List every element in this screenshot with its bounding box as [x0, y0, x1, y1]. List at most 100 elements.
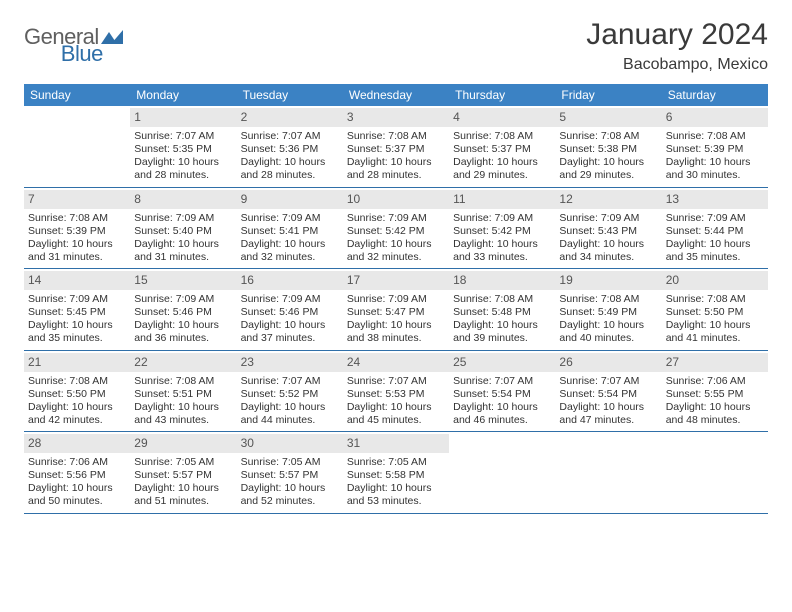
sunrise-text: Sunrise: 7:05 AM [241, 456, 339, 469]
daylight-text-b: and 31 minutes. [134, 251, 232, 264]
daylight-text-a: Daylight: 10 hours [347, 482, 445, 495]
sunset-text: Sunset: 5:44 PM [666, 225, 764, 238]
daylight-text-a: Daylight: 10 hours [559, 401, 657, 414]
daylight-text-b: and 35 minutes. [28, 332, 126, 345]
daylight-text-a: Daylight: 10 hours [453, 238, 551, 251]
sunset-text: Sunset: 5:37 PM [347, 143, 445, 156]
sunrise-text: Sunrise: 7:07 AM [134, 130, 232, 143]
calendar-day: 25 Sunrise: 7:07 AMSunset: 5:54 PMDayligh… [449, 351, 555, 432]
sunset-text: Sunset: 5:55 PM [666, 388, 764, 401]
brand-mark-icon [101, 26, 123, 49]
sunset-text: Sunset: 5:50 PM [666, 306, 764, 319]
daylight-text-b: and 39 minutes. [453, 332, 551, 345]
sunrise-text: Sunrise: 7:08 AM [28, 212, 126, 225]
calendar-day: 12Sunrise: 7:09 AMSunset: 5:43 PMDayligh… [555, 188, 661, 269]
sunset-text: Sunset: 5:35 PM [134, 143, 232, 156]
calendar-day-empty: . [449, 432, 555, 513]
sunrise-text: Sunrise: 7:09 AM [347, 293, 445, 306]
sunrise-text: Sunrise: 7:08 AM [453, 293, 551, 306]
location-label: Bacobampo, Mexico [586, 56, 768, 74]
sunrise-text: Sunrise: 7:07 AM [559, 375, 657, 388]
sunrise-text: Sunrise: 7:08 AM [347, 130, 445, 143]
day-number: 27 [662, 353, 768, 372]
daylight-text-b: and 43 minutes. [134, 414, 232, 427]
sunset-text: Sunset: 5:57 PM [241, 469, 339, 482]
calendar-day: 10Sunrise: 7:09 AMSunset: 5:42 PMDayligh… [343, 188, 449, 269]
day-number: 22 [130, 353, 236, 372]
sunrise-text: Sunrise: 7:09 AM [134, 293, 232, 306]
daylight-text-a: Daylight: 10 hours [453, 156, 551, 169]
calendar-day: 24Sunrise: 7:07 AMSunset: 5:53 PMDayligh… [343, 351, 449, 432]
day-number: 25 [449, 353, 555, 372]
month-title: January 2024 [586, 18, 768, 52]
calendar-day: 23Sunrise: 7:07 AMSunset: 5:52 PMDayligh… [237, 351, 343, 432]
sunrise-text: Sunrise: 7:07 AM [241, 130, 339, 143]
sunrise-text: Sunrise: 7:09 AM [559, 212, 657, 225]
daylight-text-b: and 50 minutes. [28, 495, 126, 508]
daylight-text-a: Daylight: 10 hours [134, 319, 232, 332]
sunset-text: Sunset: 5:45 PM [28, 306, 126, 319]
sunrise-text: Sunrise: 7:07 AM [453, 375, 551, 388]
sunset-text: Sunset: 5:57 PM [134, 469, 232, 482]
daylight-text-a: Daylight: 10 hours [559, 156, 657, 169]
sunrise-text: Sunrise: 7:07 AM [241, 375, 339, 388]
sunrise-text: Sunrise: 7:09 AM [666, 212, 764, 225]
calendar-day-empty: . [555, 432, 661, 513]
daylight-text-b: and 33 minutes. [453, 251, 551, 264]
daylight-text-a: Daylight: 10 hours [134, 482, 232, 495]
day-number: 26 [555, 353, 661, 372]
daylight-text-a: Daylight: 10 hours [134, 401, 232, 414]
daylight-text-a: Daylight: 10 hours [453, 401, 551, 414]
calendar-day: 2Sunrise: 7:07 AMSunset: 5:36 PMDaylight… [237, 106, 343, 187]
daylight-text-a: Daylight: 10 hours [241, 401, 339, 414]
calendar-day: 9Sunrise: 7:09 AMSunset: 5:41 PMDaylight… [237, 188, 343, 269]
calendar-day: 4Sunrise: 7:08 AMSunset: 5:37 PMDaylight… [449, 106, 555, 187]
calendar-day: 28Sunrise: 7:06 AMSunset: 5:56 PMDayligh… [24, 432, 130, 513]
day-number: 20 [662, 271, 768, 290]
daylight-text-b: and 28 minutes. [347, 169, 445, 182]
daylight-text-b: and 28 minutes. [134, 169, 232, 182]
weekday-header: Wednesday [343, 84, 449, 106]
daylight-text-b: and 28 minutes. [241, 169, 339, 182]
daylight-text-a: Daylight: 10 hours [28, 238, 126, 251]
daylight-text-a: Daylight: 10 hours [347, 238, 445, 251]
sunset-text: Sunset: 5:36 PM [241, 143, 339, 156]
daylight-text-b: and 40 minutes. [559, 332, 657, 345]
daylight-text-a: Daylight: 10 hours [559, 319, 657, 332]
sunrise-text: Sunrise: 7:08 AM [559, 130, 657, 143]
daylight-text-b: and 29 minutes. [559, 169, 657, 182]
daylight-text-b: and 32 minutes. [241, 251, 339, 264]
sunset-text: Sunset: 5:40 PM [134, 225, 232, 238]
day-number: 19 [555, 271, 661, 290]
sunset-text: Sunset: 5:46 PM [134, 306, 232, 319]
brand-blue: Blue [61, 41, 103, 67]
daylight-text-b: and 38 minutes. [347, 332, 445, 345]
daylight-text-b: and 51 minutes. [134, 495, 232, 508]
brand-logo: General Blue [24, 24, 123, 50]
sunset-text: Sunset: 5:56 PM [28, 469, 126, 482]
calendar-day: 6Sunrise: 7:08 AMSunset: 5:39 PMDaylight… [662, 106, 768, 187]
daylight-text-a: Daylight: 10 hours [241, 319, 339, 332]
sunset-text: Sunset: 5:53 PM [347, 388, 445, 401]
day-number: 30 [237, 434, 343, 453]
daylight-text-b: and 52 minutes. [241, 495, 339, 508]
sunset-text: Sunset: 5:47 PM [347, 306, 445, 319]
sunrise-text: Sunrise: 7:09 AM [453, 212, 551, 225]
daylight-text-a: Daylight: 10 hours [666, 238, 764, 251]
daylight-text-b: and 45 minutes. [347, 414, 445, 427]
sunrise-text: Sunrise: 7:09 AM [28, 293, 126, 306]
sunset-text: Sunset: 5:39 PM [28, 225, 126, 238]
day-number: 14 [24, 271, 130, 290]
daylight-text-b: and 34 minutes. [559, 251, 657, 264]
daylight-text-b: and 29 minutes. [453, 169, 551, 182]
sunset-text: Sunset: 5:54 PM [453, 388, 551, 401]
day-number: 15 [130, 271, 236, 290]
calendar-grid: SundayMondayTuesdayWednesdayThursdayFrid… [24, 84, 768, 514]
daylight-text-b: and 46 minutes. [453, 414, 551, 427]
day-number: 13 [662, 190, 768, 209]
day-number: 21 [24, 353, 130, 372]
daylight-text-b: and 44 minutes. [241, 414, 339, 427]
calendar-page: General Blue January 2024 Bacobampo, Mex… [0, 0, 792, 532]
day-number: 31 [343, 434, 449, 453]
page-header: General Blue January 2024 Bacobampo, Mex… [24, 18, 768, 74]
